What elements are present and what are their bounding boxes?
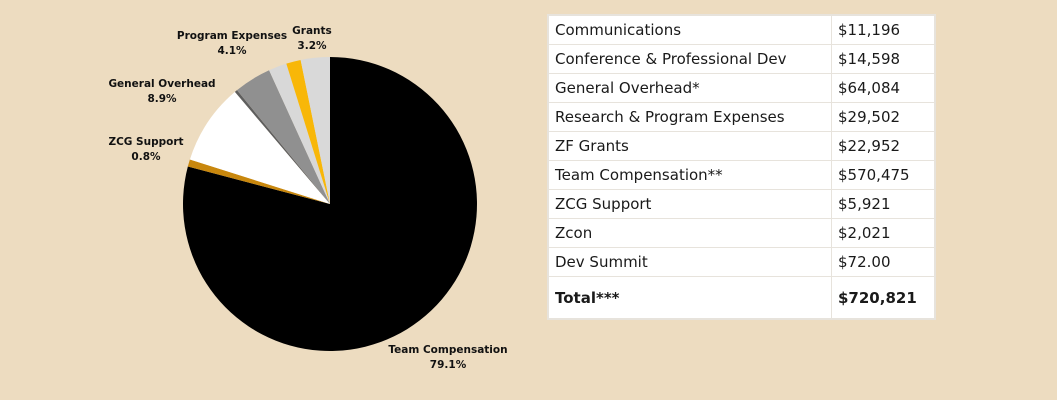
pie-label-general-overhead-pct: 8.9% bbox=[147, 93, 177, 105]
row-label: Conference & Professional Dev bbox=[547, 44, 832, 74]
pie-slice-zcg-support bbox=[187, 159, 330, 204]
pie-label-team-compensation-name: Team Compensation bbox=[388, 344, 508, 356]
row-amount: $72.00 bbox=[831, 247, 936, 277]
row-amount: $5,921 bbox=[831, 189, 936, 219]
pie-label-zcg-support: ZCG Support 0.8% bbox=[108, 135, 183, 165]
pie-label-program-expenses: Program Expenses 4.1% bbox=[177, 29, 287, 59]
table-row: Conference & Professional Dev $14,598 bbox=[547, 44, 936, 74]
row-label: General Overhead* bbox=[547, 73, 832, 103]
pie-label-zcg-support-pct: 0.8% bbox=[131, 151, 161, 163]
row-amount: $2,021 bbox=[831, 218, 936, 248]
row-label: ZCG Support bbox=[547, 189, 832, 219]
row-amount: $14,598 bbox=[831, 44, 936, 74]
row-label: Communications bbox=[547, 14, 832, 45]
table-row: Communications $11,196 bbox=[547, 14, 936, 45]
pie-chart: Program Expenses 4.1% Grants 3.2% Genera… bbox=[108, 24, 507, 373]
pie-slice-unlabeled-6 bbox=[286, 59, 330, 205]
pie-label-program-expenses-pct: 4.1% bbox=[217, 45, 247, 57]
row-amount: $29,502 bbox=[831, 102, 936, 132]
pie-label-general-overhead: General Overhead 8.9% bbox=[108, 77, 215, 107]
table-row: General Overhead* $64,084 bbox=[547, 73, 936, 103]
pie-label-grants-pct: 3.2% bbox=[297, 40, 327, 52]
budget-table: Communications $11,196 Conference & Profe… bbox=[547, 14, 936, 320]
pie-label-team-compensation: Team Compensation 79.1% bbox=[388, 343, 507, 373]
table-row: Team Compensation** $570,475 bbox=[547, 160, 936, 190]
total-amount: $720,821 bbox=[831, 276, 936, 320]
pie-label-team-compensation-pct: 79.1% bbox=[429, 359, 467, 371]
table-row: ZCG Support $5,921 bbox=[547, 189, 936, 219]
pie-label-general-overhead-name: General Overhead bbox=[108, 78, 216, 90]
table-row: ZF Grants $22,952 bbox=[547, 131, 936, 161]
table-total-row: Total*** $720,821 bbox=[547, 276, 936, 320]
pie-slice-program-expenses bbox=[237, 70, 330, 205]
row-label: Dev Summit bbox=[547, 247, 832, 277]
row-amount: $11,196 bbox=[831, 14, 936, 45]
row-label: Research & Program Expenses bbox=[547, 102, 832, 132]
pie-label-program-expenses-name: Program Expenses bbox=[176, 30, 288, 42]
pie-slice-grants bbox=[300, 56, 330, 204]
table-row: Zcon $2,021 bbox=[547, 218, 936, 248]
pie-slice-unlabeled-5 bbox=[269, 63, 330, 204]
row-label: ZF Grants bbox=[547, 131, 832, 161]
pie-label-grants-name: Grants bbox=[292, 25, 332, 37]
row-label: Zcon bbox=[547, 218, 832, 248]
row-amount: $570,475 bbox=[831, 160, 936, 190]
pie-label-zcg-support-name: ZCG Support bbox=[108, 136, 184, 148]
pie-slice-unlabeled-3 bbox=[234, 90, 330, 204]
total-label: Total*** bbox=[547, 276, 832, 320]
row-amount: $22,952 bbox=[831, 131, 936, 161]
row-amount: $64,084 bbox=[831, 73, 936, 103]
table-row: Dev Summit $72.00 bbox=[547, 247, 936, 277]
pie-slice-team-compensation bbox=[182, 57, 477, 352]
table-row: Research & Program Expenses $29,502 bbox=[547, 102, 936, 132]
pie-label-grants: Grants 3.2% bbox=[292, 24, 332, 54]
pie-slice-general-overhead bbox=[189, 91, 330, 204]
pie-svg bbox=[182, 56, 477, 352]
row-label: Team Compensation** bbox=[547, 160, 832, 190]
